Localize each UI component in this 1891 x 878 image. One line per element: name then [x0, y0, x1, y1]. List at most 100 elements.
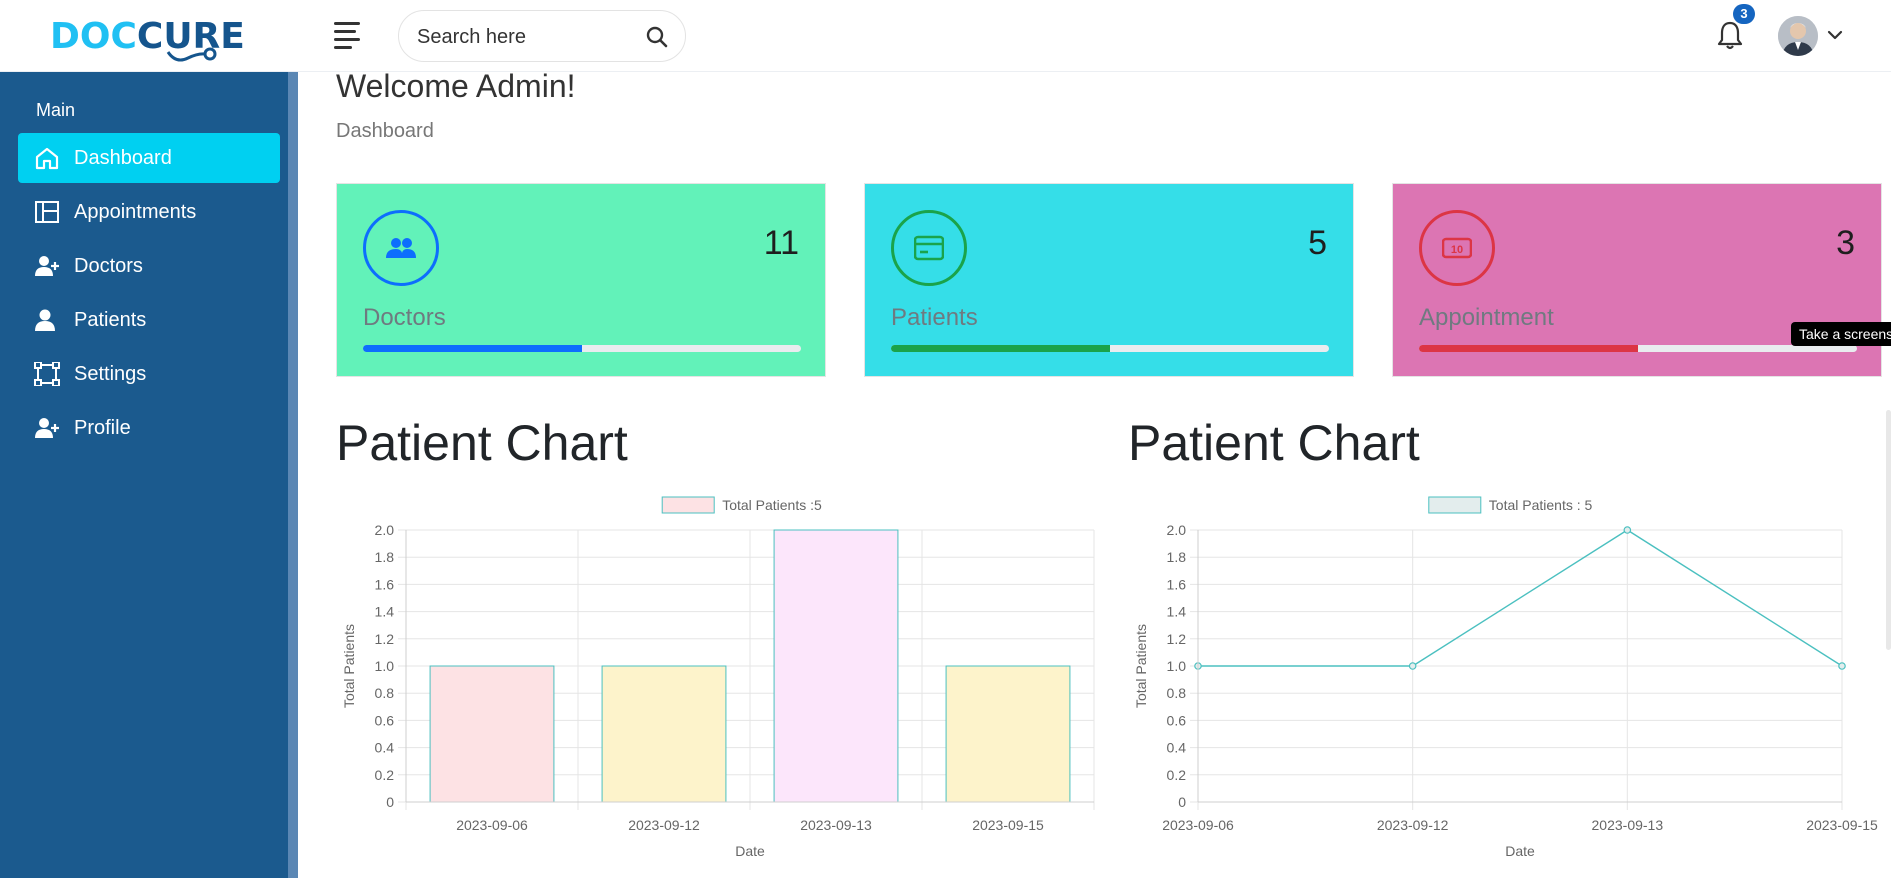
y-tick-label: 0.6 [375, 712, 395, 728]
y-tick-label: 1.2 [1167, 631, 1187, 647]
x-tick-label: 2023-09-06 [1162, 817, 1234, 833]
progress-fill [363, 345, 582, 352]
avatar-image [1778, 16, 1818, 56]
y-tick-label: 0 [386, 794, 394, 810]
sidebar-item-dashboard[interactable]: Dashboard [18, 133, 280, 183]
sidebar-item-profile[interactable]: Profile [18, 403, 280, 453]
page-title: Welcome Admin! [336, 68, 576, 104]
sidebar-item-patients[interactable]: Patients [18, 295, 280, 345]
bar-2023-09-12 [601, 665, 727, 803]
sidebar-item-label: Dashboard [74, 147, 172, 169]
stat-card-appointment: 10 3 Appointment [1392, 183, 1882, 377]
y-tick-label: 1.8 [375, 549, 395, 565]
stat-icon-circle [363, 210, 439, 286]
y-tick-label: 1.8 [1167, 549, 1187, 565]
avatar[interactable] [1778, 16, 1818, 56]
logo-text: DOCCURE [50, 16, 245, 57]
bounding-box-icon [34, 362, 60, 386]
y-tick-label: 1.4 [375, 604, 395, 620]
point-2023-09-13 [1623, 526, 1632, 534]
y-tick-label: 0.4 [375, 740, 395, 756]
line-chart: Total Patients : 5 0 0.2 0.4 0.6 0.8 1.0 1.2 1.4… [1133, 496, 1878, 859]
top-header: DOCCURE 3 [0, 0, 1891, 72]
chevron-down-icon[interactable] [1826, 26, 1844, 44]
progress-fill [1419, 345, 1638, 352]
x-tick-label: 2023-09-12 [628, 817, 700, 833]
sidebar-item-label: Doctors [74, 255, 143, 277]
legend-label: Total Patients : 5 [1489, 497, 1593, 513]
sidebar-section-title: Main [36, 100, 76, 120]
y-tick-label: 1.2 [375, 631, 395, 647]
logo-mark: DOCCURE [50, 16, 245, 62]
stat-count: 3 [1836, 224, 1855, 262]
y-tick-label: 2.0 [375, 522, 395, 538]
legend-swatch [1428, 496, 1482, 514]
search-icon[interactable] [645, 25, 669, 49]
x-tick-label: 2023-09-13 [800, 817, 872, 833]
y-tick-label: 0.2 [1167, 767, 1187, 783]
y-tick-label: 0.6 [1167, 712, 1187, 728]
progress-track [363, 345, 801, 352]
y-tick-label: 0.8 [375, 685, 395, 701]
y-tick-label: 0.2 [375, 767, 395, 783]
y-axis-title: Total Patients [341, 624, 357, 708]
y-tick-label: 1.0 [375, 658, 395, 674]
stethoscope-icon [166, 51, 207, 62]
home-icon [35, 147, 59, 170]
sidebar-item-label: Patients [74, 309, 147, 331]
notification-badge: 3 [1733, 4, 1755, 24]
legend-swatch [661, 496, 715, 514]
bell-icon[interactable] [1717, 20, 1743, 50]
x-tick-label: 2023-09-12 [1377, 817, 1449, 833]
series-line [1198, 529, 1843, 667]
sidebar-scrollbar[interactable] [288, 72, 298, 878]
x-axis-title: Date [1505, 843, 1535, 859]
stat-icon-circle: 10 [1419, 210, 1495, 286]
search-input[interactable] [417, 21, 637, 53]
legend-label: Total Patients :5 [722, 497, 822, 513]
chart-title: Patient Chart [336, 415, 628, 471]
y-axis-title: Total Patients [1133, 624, 1149, 708]
money-icon: 10 [1442, 237, 1472, 259]
y-tick-label: 1.0 [1167, 658, 1187, 674]
progress-track [1419, 345, 1857, 352]
user-plus-icon [35, 256, 59, 276]
breadcrumb[interactable]: Dashboard [336, 120, 434, 142]
x-tick-label: 2023-09-06 [456, 817, 528, 833]
sidebar-item-label: Settings [74, 363, 147, 385]
y-tick-label: 0 [1178, 794, 1186, 810]
bar-2023-09-06 [429, 665, 555, 803]
tooltip: Take a screens [1791, 322, 1891, 346]
logo[interactable]: DOCCURE [50, 8, 250, 64]
x-axis-title: Date [735, 843, 765, 859]
sidebar-item-label: Profile [74, 417, 131, 439]
page-scrollbar[interactable] [1886, 410, 1891, 650]
user-icon [35, 309, 55, 331]
svg-text:10: 10 [1451, 244, 1463, 256]
bar-chart: Total Patients :5 0 0.2 0.4 0.6 0.8 1.0 1.2 1.4 1… [341, 496, 1095, 859]
stethoscope-bell-icon [203, 47, 217, 61]
point-2023-09-15 [1838, 662, 1846, 670]
credit-card-icon [914, 235, 944, 261]
y-tick-label: 0.8 [1167, 685, 1187, 701]
stat-count: 11 [763, 224, 799, 262]
users-icon [386, 238, 416, 258]
stat-count: 5 [1308, 224, 1327, 262]
sidebar-item-appointments[interactable]: Appointments [18, 187, 280, 237]
sidebar-toggle-button[interactable] [334, 22, 364, 50]
x-tick-label: 2023-09-15 [1806, 817, 1878, 833]
sidebar [0, 72, 288, 878]
y-tick-label: 2.0 [1167, 522, 1187, 538]
bar-2023-09-15 [945, 665, 1071, 803]
progress-fill [891, 345, 1110, 352]
sidebar-item-label: Appointments [74, 201, 197, 223]
user-plus-icon [35, 418, 59, 438]
stat-label: Appointment [1419, 304, 1554, 331]
stat-label: Patients [891, 304, 978, 331]
x-tick-label: 2023-09-13 [1592, 817, 1664, 833]
search-bar [398, 10, 686, 62]
y-tick-label: 1.6 [375, 576, 395, 592]
sidebar-item-doctors[interactable]: Doctors [18, 241, 280, 291]
sidebar-item-settings[interactable]: Settings [18, 349, 280, 399]
